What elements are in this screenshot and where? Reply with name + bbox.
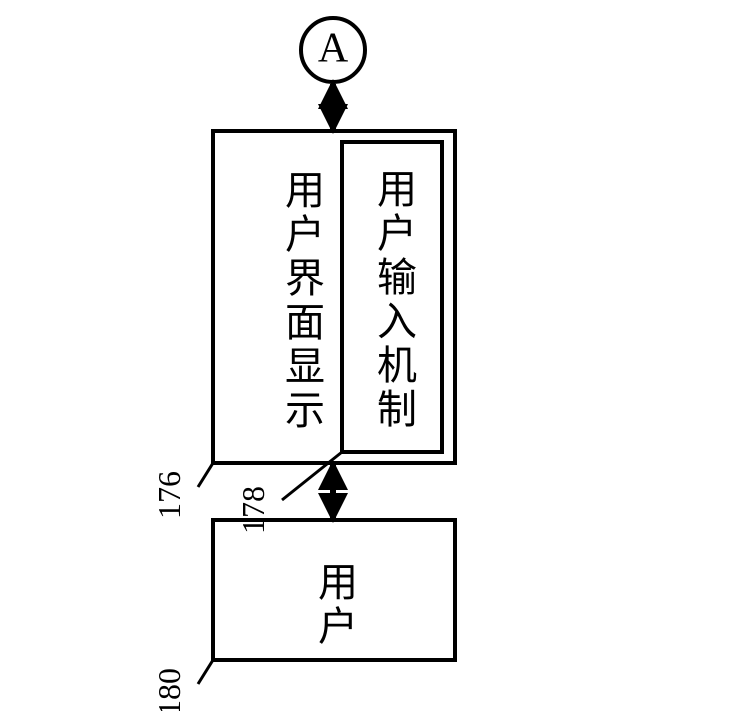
- ref-user: 180: [151, 668, 187, 711]
- node-label-user: 用户: [303, 550, 363, 660]
- ref-user_input_mech: 178: [235, 486, 271, 534]
- node-label-user_input_mech: 用户输入机制: [362, 160, 422, 440]
- ref-ui_display: 176: [151, 471, 187, 519]
- node-label-A: A: [318, 26, 349, 72]
- node-label-ui_display: 用户界面显示: [270, 150, 330, 452]
